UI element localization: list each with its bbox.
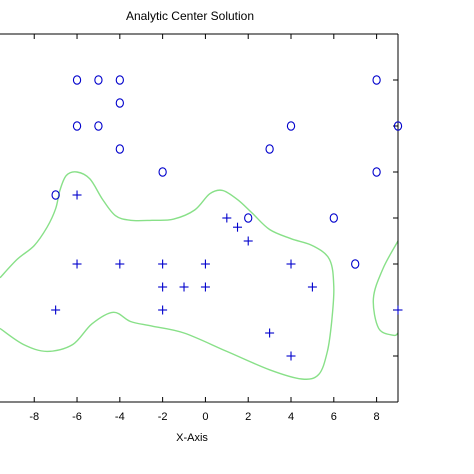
- boundary-curve-0: [0, 171, 335, 380]
- plus-point: [200, 282, 210, 292]
- plus-point: [200, 259, 210, 269]
- circle-point: [94, 121, 103, 131]
- plus-point: [158, 259, 168, 269]
- plus-point: [72, 190, 82, 200]
- plus-point: [179, 282, 189, 292]
- ticks-layer: -8 -6 -4 -2 0 2 4 6 8: [29, 34, 398, 423]
- circle-point: [115, 75, 124, 85]
- x-tick-label: 4: [288, 411, 294, 423]
- plus-point: [307, 282, 317, 292]
- x-tick-label: 0: [202, 411, 208, 423]
- plus-point: [286, 259, 296, 269]
- circle-point: [265, 144, 274, 154]
- circle-point: [51, 190, 60, 200]
- plus-point: [51, 305, 61, 315]
- plus-point: [233, 222, 243, 232]
- circle-point: [115, 144, 124, 154]
- circle-point: [329, 213, 338, 223]
- circle-point: [393, 121, 403, 131]
- plus-point: [286, 351, 296, 361]
- circle-point: [158, 167, 167, 177]
- circle-point: [94, 75, 103, 85]
- points-layer: [51, 75, 403, 361]
- plus-point: [115, 259, 125, 269]
- x-tick-label: 2: [245, 411, 251, 423]
- plus-point: [243, 236, 253, 246]
- circle-point: [351, 259, 360, 269]
- circle-point: [286, 121, 296, 131]
- circle-point: [372, 75, 381, 85]
- x-tick-label: -6: [72, 411, 82, 423]
- chart-title: Analytic Center Solution: [126, 9, 254, 23]
- plus-point: [158, 282, 168, 292]
- circle-point: [244, 213, 253, 223]
- axes-layer: [0, 33, 399, 403]
- x-tick-label: 8: [374, 411, 380, 423]
- plus-point: [222, 213, 232, 223]
- boundary-layer: [0, 171, 399, 380]
- x-tick-label: -4: [115, 411, 125, 423]
- x-tick-label: -8: [29, 411, 39, 423]
- plus-point: [158, 305, 168, 315]
- circle-point: [115, 98, 124, 108]
- boundary-curve-1: [372, 240, 399, 337]
- x-axis-label: X-Axis: [176, 432, 208, 444]
- circle-point: [72, 121, 82, 131]
- plus-point: [72, 259, 82, 269]
- x-tick-label: 6: [331, 411, 337, 423]
- plus-point: [393, 305, 403, 315]
- circle-point: [372, 167, 381, 177]
- x-tick-label: -2: [158, 411, 168, 423]
- plus-point: [265, 328, 275, 338]
- circle-point: [72, 75, 82, 85]
